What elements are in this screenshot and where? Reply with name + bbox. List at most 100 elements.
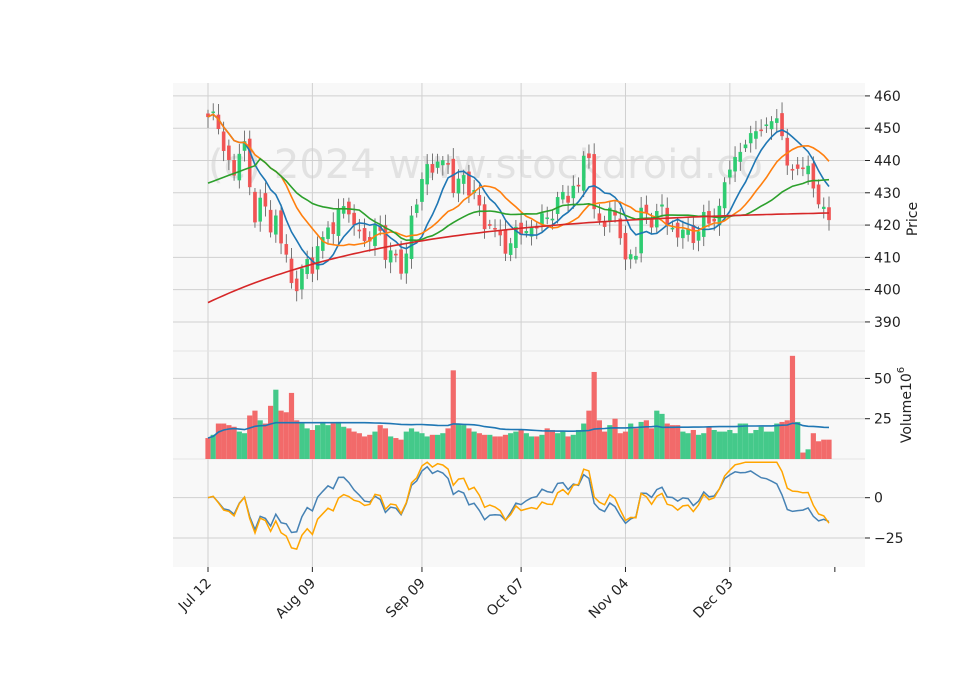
volume-bar bbox=[555, 433, 561, 459]
volume-bar bbox=[570, 434, 576, 459]
volume-bar bbox=[779, 421, 785, 459]
volume-bar bbox=[288, 392, 295, 459]
volume-bar bbox=[716, 431, 723, 459]
x-tick-label: Jul 12 bbox=[175, 576, 215, 616]
candle-body bbox=[561, 191, 565, 200]
candle-body bbox=[456, 178, 461, 194]
candle-body bbox=[414, 204, 419, 213]
volume-bar bbox=[737, 423, 743, 459]
volume-bar bbox=[403, 431, 409, 459]
volume-bar bbox=[335, 421, 342, 459]
volume-bar bbox=[815, 441, 822, 459]
candle-body bbox=[357, 229, 362, 232]
volume-bar bbox=[450, 370, 456, 459]
volume-bar bbox=[424, 436, 430, 459]
candle-body bbox=[801, 167, 805, 170]
volume-bar bbox=[633, 428, 639, 459]
volume-bar bbox=[549, 429, 556, 459]
volume-bar bbox=[388, 436, 394, 459]
volume-bar bbox=[236, 431, 242, 459]
candle-body bbox=[707, 210, 711, 224]
volume-bar bbox=[283, 412, 289, 459]
candle-body bbox=[482, 204, 487, 230]
volume-bar bbox=[638, 421, 644, 459]
x-tick-label: Aug 09 bbox=[273, 576, 319, 622]
moving-average-lines bbox=[207, 113, 830, 304]
volume-bar bbox=[372, 431, 378, 459]
candle-body bbox=[821, 206, 826, 209]
candle-body bbox=[571, 185, 576, 199]
x-tick-label: Oct 07 bbox=[484, 576, 528, 620]
volume-tick-label: 25 bbox=[874, 412, 892, 428]
candle-body bbox=[310, 257, 315, 274]
volume-bar bbox=[675, 425, 681, 459]
volume-bar bbox=[591, 371, 597, 459]
candle-body bbox=[581, 155, 586, 191]
price-axis-label: Price bbox=[905, 202, 921, 236]
volume-bar bbox=[523, 433, 529, 459]
volume-bar bbox=[461, 425, 467, 459]
volume-bar bbox=[565, 436, 571, 459]
candle-body bbox=[399, 249, 403, 274]
volume-axis-label-pow: 6 bbox=[896, 367, 907, 373]
oscillator-line-2 bbox=[207, 461, 830, 550]
candle-body bbox=[279, 210, 283, 244]
watermark: (c) 2024 www.stockdroid.co bbox=[208, 142, 763, 188]
price-tick-label: 440 bbox=[874, 153, 901, 169]
volume-bar bbox=[455, 423, 462, 459]
candle-body bbox=[748, 133, 753, 144]
candle-body bbox=[394, 253, 398, 256]
candle-body bbox=[263, 193, 268, 207]
volume-bar bbox=[732, 433, 738, 459]
candle-body bbox=[540, 213, 544, 225]
price-tick-label: 390 bbox=[874, 315, 901, 331]
volume-bar bbox=[341, 426, 347, 459]
volume-bar bbox=[768, 431, 775, 459]
volume-bar bbox=[612, 418, 618, 459]
volume-axis-label-main: Volume bbox=[899, 391, 915, 443]
candle-body bbox=[675, 222, 680, 238]
volume-bar bbox=[643, 420, 649, 459]
volume-bar bbox=[784, 420, 790, 459]
oscillator-tick-label: 0 bbox=[874, 491, 883, 507]
volume-bar bbox=[382, 428, 389, 459]
candle-body bbox=[274, 215, 278, 235]
volume-bar bbox=[664, 423, 670, 459]
candle-body bbox=[587, 153, 591, 159]
ma-slow-line bbox=[207, 157, 830, 242]
candle-body bbox=[232, 160, 236, 176]
volume-bar bbox=[351, 431, 357, 459]
volume-bar bbox=[356, 433, 362, 459]
candle-body bbox=[493, 228, 497, 230]
candle-body bbox=[597, 213, 602, 221]
volume-bar bbox=[727, 429, 733, 459]
candle-body bbox=[524, 231, 529, 234]
candle-body bbox=[665, 207, 670, 226]
candle-body bbox=[754, 131, 758, 139]
volume-bar bbox=[257, 420, 263, 459]
candle-body bbox=[816, 184, 821, 205]
price-tick-label: 460 bbox=[874, 89, 901, 105]
volume-bar bbox=[476, 433, 482, 459]
volume-bar bbox=[419, 433, 425, 459]
volume-bar bbox=[513, 431, 519, 459]
candle-body bbox=[618, 218, 623, 239]
volume-bar bbox=[821, 439, 827, 459]
volume-bar bbox=[304, 428, 310, 459]
volume-bar bbox=[377, 425, 383, 459]
candle-body bbox=[221, 131, 226, 152]
candle-body bbox=[722, 182, 727, 209]
candle-body bbox=[341, 206, 346, 214]
candle-body bbox=[566, 195, 570, 203]
volume-bar bbox=[346, 428, 352, 459]
volume-bar bbox=[695, 434, 702, 459]
candle-body bbox=[331, 222, 336, 234]
candle-body bbox=[811, 163, 816, 189]
candle-body bbox=[764, 124, 769, 127]
volume-bar bbox=[648, 428, 655, 459]
volume-bar bbox=[481, 434, 488, 459]
candle-body bbox=[681, 229, 685, 239]
candle-body bbox=[738, 151, 743, 162]
candle-body bbox=[576, 184, 581, 187]
